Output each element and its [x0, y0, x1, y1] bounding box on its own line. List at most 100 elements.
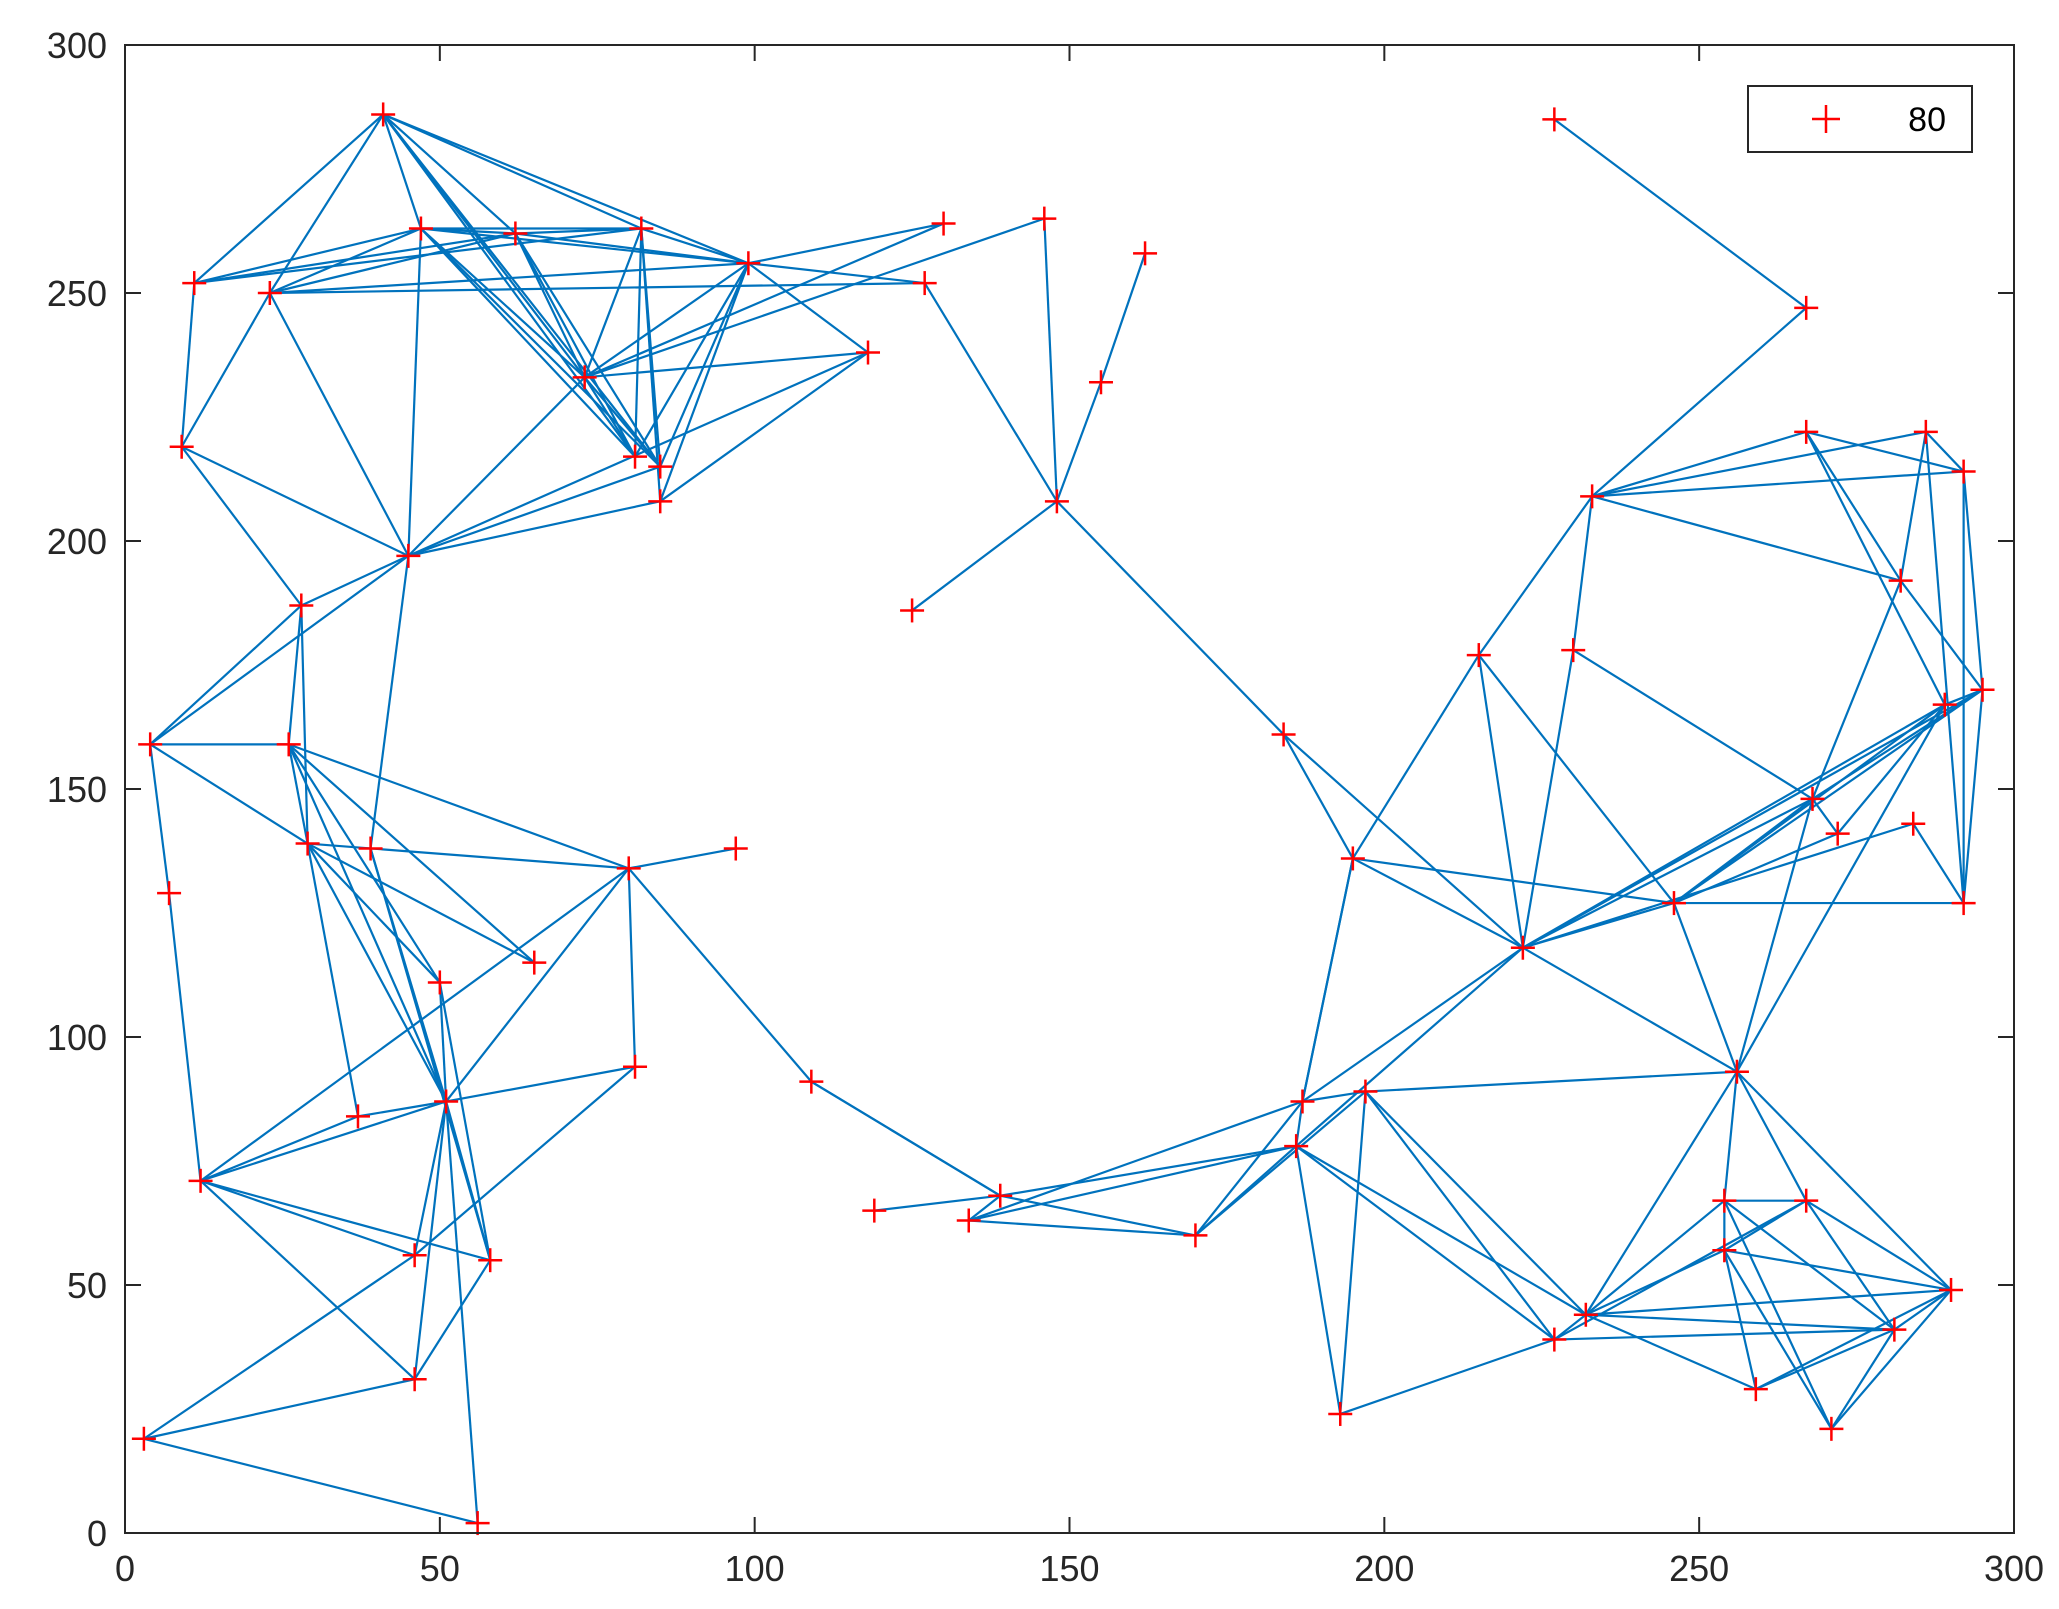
- data-point-32: [799, 1069, 824, 1094]
- y-tick-label-0: 0: [87, 1513, 107, 1554]
- edge-173: [1364, 1090, 1587, 1316]
- data-point-30: [427, 970, 452, 995]
- edge-174: [1364, 1090, 1556, 1341]
- data-point-63: [1951, 891, 1976, 916]
- data-point-55: [1951, 459, 1976, 484]
- edge-138: [1591, 307, 1807, 498]
- edge-196: [1723, 1250, 1757, 1390]
- data-point-11: [856, 340, 881, 365]
- edge-16: [180, 292, 271, 448]
- edge-114: [1194, 1145, 1297, 1237]
- y-tick-label-250: 250: [47, 273, 107, 314]
- edge-4: [382, 113, 642, 230]
- edge-62: [149, 604, 303, 746]
- edge-76: [306, 843, 448, 1103]
- x-tick-label-200: 200: [1354, 1548, 1414, 1589]
- data-point-17: [648, 489, 673, 514]
- edge-47: [659, 351, 869, 503]
- data-point-56: [1888, 568, 1913, 593]
- data-point-29: [522, 950, 547, 975]
- data-point-14: [169, 434, 194, 459]
- edge-170: [1735, 1071, 1808, 1202]
- edge-38: [747, 262, 869, 354]
- edge-205: [1302, 1090, 1366, 1103]
- edge-156: [1962, 689, 1984, 904]
- edge-106: [968, 1194, 1001, 1222]
- edge-186: [1585, 1313, 1757, 1391]
- data-point-43: [988, 1183, 1013, 1208]
- data-point-39: [131, 1426, 156, 1451]
- data-point-72: [1794, 1188, 1819, 1213]
- edge-68: [287, 744, 309, 844]
- edge-3: [382, 113, 517, 235]
- axis-ticks: [124, 44, 2015, 1534]
- data-point-73: [1712, 1238, 1737, 1263]
- x-tick-label-100: 100: [725, 1548, 785, 1589]
- edge-195: [1805, 1199, 1952, 1291]
- data-point-68: [1328, 1401, 1353, 1426]
- data-point-49: [1510, 935, 1535, 960]
- data-point-20: [289, 593, 314, 618]
- edge-116: [911, 500, 1058, 612]
- data-point-67: [1284, 1134, 1309, 1159]
- y-tick-label-300: 300: [47, 25, 107, 66]
- edge-32: [583, 228, 643, 378]
- edge-157: [1836, 703, 1946, 835]
- edge-155: [1673, 688, 1984, 904]
- edge-96: [445, 1101, 479, 1524]
- edge-55: [149, 554, 409, 746]
- edge-118: [1282, 733, 1524, 949]
- data-point-27: [723, 836, 748, 861]
- edge-66: [149, 743, 309, 845]
- data-point-76: [1939, 1277, 1964, 1302]
- edge-154: [1944, 688, 1983, 706]
- edge-179: [1295, 1145, 1587, 1316]
- edge-148: [1924, 431, 1965, 904]
- edge-88: [445, 1065, 636, 1103]
- edge-204: [810, 1080, 1001, 1197]
- edge-99: [199, 1180, 416, 1381]
- edge-97: [200, 1179, 416, 1257]
- data-point-64: [1724, 1059, 1749, 1084]
- edge-74: [307, 842, 535, 964]
- edge-134: [1301, 946, 1524, 1103]
- edge-202: [1830, 1329, 1896, 1430]
- edge-69: [288, 743, 630, 870]
- data-point-21: [900, 598, 925, 623]
- edge-107: [968, 1219, 1196, 1237]
- data-point-7: [931, 211, 956, 236]
- edge-60: [407, 376, 586, 557]
- legend-entry-label: 80: [1908, 101, 1946, 139]
- edge-200: [1755, 1288, 1952, 1391]
- edge-176: [1301, 858, 1354, 1102]
- edge-188: [1585, 1288, 1952, 1316]
- data-point-47: [1466, 643, 1491, 668]
- edge-105: [874, 1194, 1001, 1212]
- y-tick-label-200: 200: [47, 521, 107, 562]
- data-point-41: [862, 1198, 887, 1223]
- edge-9: [194, 227, 422, 285]
- edge-18: [269, 281, 925, 295]
- edge-178: [1295, 1145, 1556, 1341]
- legend: 80: [1747, 85, 1973, 153]
- data-point-8: [1032, 206, 1057, 231]
- data-point-13: [1088, 370, 1113, 395]
- data-point-65: [1353, 1079, 1378, 1104]
- edge-28: [514, 233, 586, 378]
- data-point-2: [503, 221, 528, 246]
- x-tick-label-250: 250: [1669, 1548, 1729, 1589]
- data-point-59: [1800, 786, 1825, 811]
- edge-94: [445, 1101, 492, 1261]
- edge-31: [640, 227, 749, 265]
- edge-83: [445, 867, 630, 1103]
- edge-95: [413, 1101, 448, 1380]
- data-point-0: [371, 102, 396, 127]
- edge-193: [1723, 1199, 1807, 1252]
- edge-26: [515, 227, 642, 235]
- data-point-45: [1271, 722, 1296, 747]
- edge-30: [514, 232, 636, 458]
- edge-119: [1351, 654, 1480, 860]
- edge-132: [1522, 902, 1675, 949]
- edge-93: [413, 1101, 448, 1256]
- edge-98: [200, 1179, 491, 1262]
